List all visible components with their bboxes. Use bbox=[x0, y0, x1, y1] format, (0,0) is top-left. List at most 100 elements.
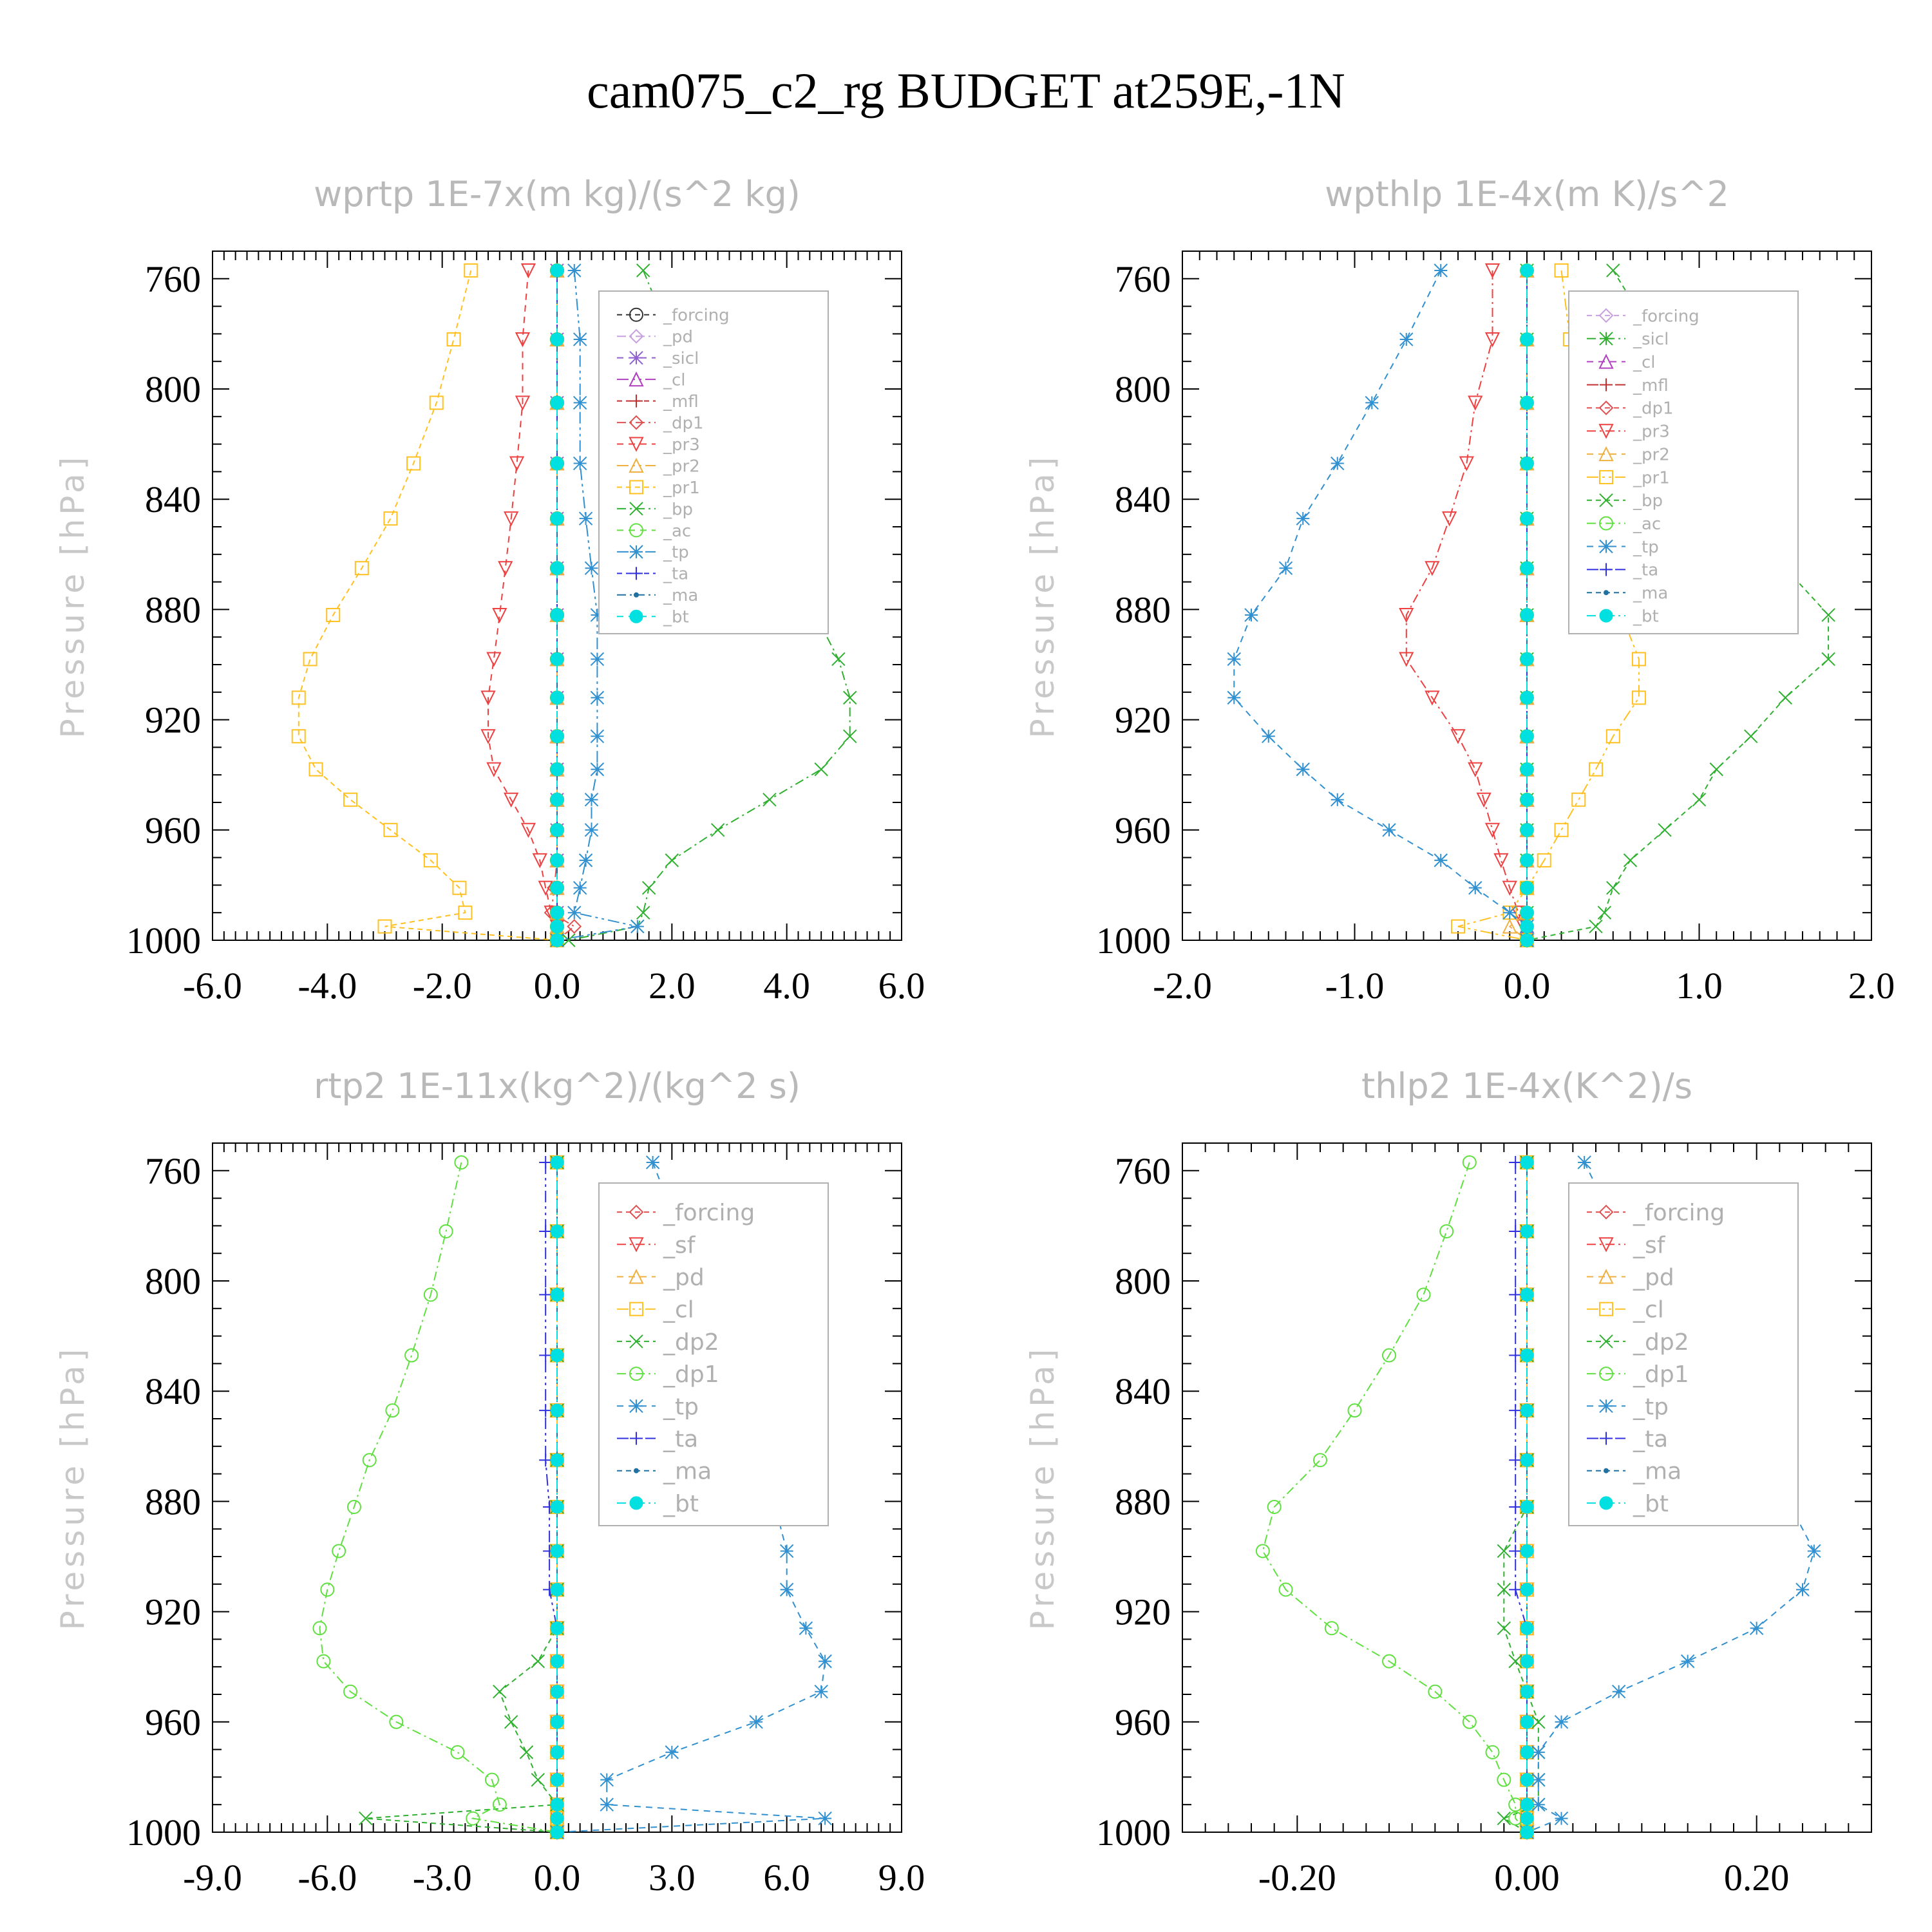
data-point bbox=[515, 395, 531, 411]
legend-entry: _tp bbox=[663, 1394, 699, 1420]
data-point bbox=[308, 762, 323, 777]
legend-marker bbox=[629, 1496, 643, 1510]
data-point bbox=[1262, 729, 1276, 743]
data-point bbox=[1520, 1544, 1534, 1558]
data-point bbox=[504, 1715, 518, 1729]
data-point bbox=[550, 793, 564, 807]
data-point bbox=[578, 853, 593, 867]
data-point bbox=[1520, 933, 1534, 947]
y-tick-label: 800 bbox=[145, 1260, 201, 1302]
data-point bbox=[799, 1621, 813, 1635]
x-tick-label: 9.0 bbox=[878, 1857, 925, 1899]
legend-marker bbox=[1599, 609, 1613, 623]
data-point bbox=[1382, 1348, 1396, 1363]
data-point bbox=[492, 607, 507, 623]
data-point bbox=[550, 608, 564, 622]
legend-marker bbox=[629, 457, 644, 473]
data-point bbox=[291, 729, 306, 744]
data-point bbox=[486, 762, 502, 777]
legend-entry: _forcing bbox=[663, 306, 730, 325]
data-point bbox=[452, 880, 467, 895]
x-tick-label: 0.00 bbox=[1494, 1857, 1560, 1899]
data-point bbox=[550, 511, 564, 526]
legend-entry: _ta bbox=[663, 1426, 698, 1452]
series-line-dp1 bbox=[551, 270, 576, 941]
data-point bbox=[1520, 1812, 1534, 1826]
x-tick-label: 1.0 bbox=[1676, 965, 1723, 1007]
data-point bbox=[1589, 919, 1603, 934]
x-tick-label: 0.20 bbox=[1724, 1857, 1790, 1899]
data-point bbox=[1509, 1500, 1522, 1513]
data-point bbox=[818, 1654, 832, 1669]
data-point bbox=[550, 729, 564, 743]
data-point bbox=[550, 823, 564, 837]
data-point bbox=[1509, 1454, 1522, 1467]
data-point bbox=[550, 457, 564, 471]
data-point bbox=[1520, 332, 1534, 346]
legend-marker bbox=[1598, 308, 1614, 323]
data-point bbox=[312, 1621, 327, 1636]
legend-entry: _ta bbox=[1633, 561, 1658, 580]
data-point bbox=[665, 853, 679, 867]
data-point bbox=[1597, 905, 1612, 920]
legend-marker bbox=[629, 1237, 644, 1253]
data-point bbox=[600, 1797, 614, 1812]
data-point bbox=[550, 881, 564, 895]
data-point bbox=[1425, 690, 1440, 706]
data-point bbox=[636, 905, 650, 920]
legend-marker bbox=[629, 350, 643, 365]
data-point bbox=[1509, 1224, 1522, 1238]
data-point bbox=[550, 1825, 564, 1839]
y-tick-label: 880 bbox=[145, 1481, 201, 1522]
legend-entry: _ta bbox=[663, 565, 688, 584]
legend-entry: _bp bbox=[663, 500, 693, 519]
data-point bbox=[389, 1714, 404, 1729]
data-point bbox=[1680, 1654, 1695, 1669]
data-point bbox=[1606, 263, 1620, 278]
data-point bbox=[843, 690, 857, 705]
series-ta bbox=[1509, 1155, 1533, 1839]
data-point bbox=[1382, 823, 1396, 837]
data-point bbox=[1509, 1544, 1522, 1558]
data-point bbox=[710, 823, 725, 837]
data-point bbox=[1554, 263, 1569, 278]
data-point bbox=[515, 332, 531, 348]
legend-marker bbox=[1598, 446, 1614, 462]
x-tick-label: -1.0 bbox=[1325, 965, 1385, 1007]
panel-title: rtp2 1E-11x(kg^2)/(kg^2 s) bbox=[314, 1066, 800, 1106]
data-point bbox=[590, 729, 605, 743]
data-point bbox=[584, 823, 599, 837]
legend-marker bbox=[629, 480, 643, 495]
data-point bbox=[1744, 729, 1758, 743]
x-tick-label: -0.20 bbox=[1258, 1857, 1336, 1899]
data-point bbox=[1324, 1621, 1339, 1636]
data-point bbox=[1462, 1714, 1477, 1729]
data-point bbox=[1468, 880, 1482, 895]
legend-entry: _tp bbox=[1633, 1394, 1669, 1420]
series-dp1 bbox=[312, 1155, 564, 1839]
data-point bbox=[818, 1811, 832, 1826]
data-point bbox=[1520, 1349, 1534, 1363]
data-point bbox=[1428, 1684, 1443, 1699]
data-point bbox=[1502, 905, 1517, 920]
legend-marker bbox=[1598, 400, 1614, 415]
data-point bbox=[1331, 456, 1345, 471]
legend-entry: _ma bbox=[1633, 584, 1668, 603]
legend-entry: _dp2 bbox=[663, 1329, 719, 1356]
y-tick-label: 960 bbox=[145, 810, 201, 851]
legend-marker bbox=[1599, 516, 1613, 531]
data-point bbox=[1520, 1797, 1534, 1812]
y-tick-label: 840 bbox=[1115, 1370, 1171, 1412]
legend-marker bbox=[629, 609, 643, 623]
data-point bbox=[550, 1453, 564, 1467]
data-point bbox=[550, 1812, 564, 1826]
data-point bbox=[1531, 1715, 1546, 1729]
data-point bbox=[1416, 1287, 1431, 1302]
data-point bbox=[1509, 1288, 1522, 1302]
series-line-dp1 bbox=[319, 1162, 558, 1833]
data-point bbox=[550, 1349, 564, 1363]
legend-entry: _pr3 bbox=[1633, 422, 1670, 442]
data-point bbox=[404, 1348, 419, 1363]
data-point bbox=[1537, 853, 1551, 867]
legend: _forcing _sf _pd _cl _dp2 _dp1 _tp _ta _ma _bt bbox=[598, 1182, 829, 1526]
